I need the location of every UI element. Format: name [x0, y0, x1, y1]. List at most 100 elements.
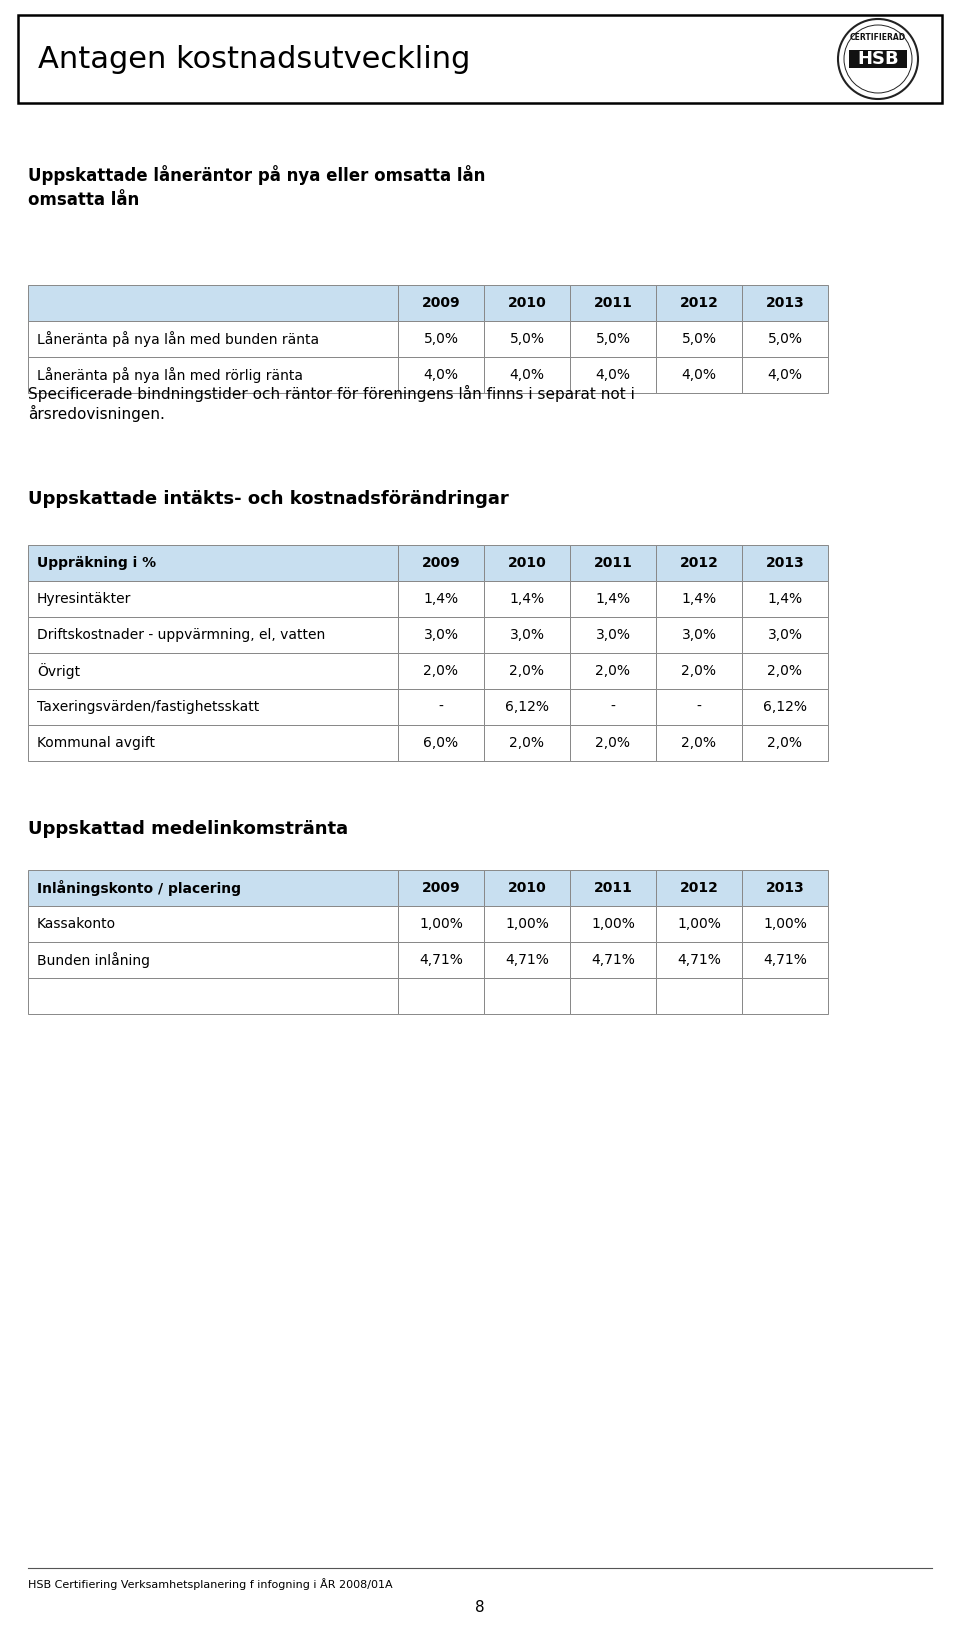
Bar — [28, 545, 398, 581]
Bar — [570, 581, 656, 617]
Text: 2012: 2012 — [680, 880, 718, 895]
Text: 2009: 2009 — [421, 296, 460, 311]
Bar — [28, 870, 398, 906]
Bar — [656, 652, 742, 688]
Bar — [742, 726, 828, 761]
Text: 5,0%: 5,0% — [767, 332, 803, 347]
Text: 2012: 2012 — [680, 556, 718, 569]
Bar — [742, 906, 828, 942]
Bar — [742, 688, 828, 726]
Text: 4,0%: 4,0% — [682, 368, 716, 382]
Bar — [398, 978, 484, 1014]
Bar — [570, 321, 656, 356]
Text: 2,0%: 2,0% — [423, 664, 459, 678]
Text: 1,00%: 1,00% — [505, 918, 549, 931]
Bar — [484, 942, 570, 978]
Text: 4,71%: 4,71% — [677, 953, 721, 966]
Text: 2,0%: 2,0% — [510, 664, 544, 678]
Bar — [484, 870, 570, 906]
Bar — [18, 15, 942, 103]
Text: 3,0%: 3,0% — [510, 628, 544, 643]
Bar — [742, 581, 828, 617]
Bar — [656, 321, 742, 356]
Text: Låneränta på nya lån med rörlig ränta: Låneränta på nya lån med rörlig ränta — [37, 368, 303, 382]
Text: 4,0%: 4,0% — [767, 368, 803, 382]
Text: Uppskattad medelinkomstränta: Uppskattad medelinkomstränta — [28, 820, 348, 838]
Bar — [398, 906, 484, 942]
Text: 2011: 2011 — [593, 880, 633, 895]
Bar — [28, 285, 398, 321]
Bar — [484, 545, 570, 581]
Text: 8: 8 — [475, 1601, 485, 1616]
Bar — [28, 652, 398, 688]
Bar — [398, 726, 484, 761]
Text: 2009: 2009 — [421, 880, 460, 895]
Bar — [570, 545, 656, 581]
Bar — [398, 285, 484, 321]
Bar — [656, 978, 742, 1014]
Bar — [28, 321, 398, 356]
Text: 3,0%: 3,0% — [423, 628, 459, 643]
Bar — [484, 617, 570, 652]
Text: 5,0%: 5,0% — [682, 332, 716, 347]
Text: 6,12%: 6,12% — [763, 700, 807, 714]
Bar — [656, 545, 742, 581]
Bar — [742, 870, 828, 906]
Text: 2,0%: 2,0% — [682, 664, 716, 678]
Bar — [570, 978, 656, 1014]
Text: Låneränta på nya lån med bunden ränta: Låneränta på nya lån med bunden ränta — [37, 330, 319, 347]
Bar — [570, 726, 656, 761]
Bar — [28, 942, 398, 978]
Bar — [656, 356, 742, 394]
Text: HSB Certifiering Verksamhetsplanering f infogning i ÅR 2008/01A: HSB Certifiering Verksamhetsplanering f … — [28, 1578, 393, 1590]
Bar — [742, 942, 828, 978]
Bar — [398, 581, 484, 617]
Text: 1,00%: 1,00% — [677, 918, 721, 931]
Bar — [849, 50, 907, 68]
Text: Hyresintäkter: Hyresintäkter — [37, 592, 132, 605]
Bar — [656, 581, 742, 617]
Text: 2,0%: 2,0% — [510, 735, 544, 750]
Bar — [398, 617, 484, 652]
Bar — [28, 906, 398, 942]
Bar — [742, 617, 828, 652]
Bar — [656, 285, 742, 321]
Text: 1,4%: 1,4% — [423, 592, 459, 605]
Text: 3,0%: 3,0% — [595, 628, 631, 643]
Bar — [484, 978, 570, 1014]
Text: 3,0%: 3,0% — [682, 628, 716, 643]
Bar — [570, 356, 656, 394]
Bar — [656, 617, 742, 652]
Bar — [570, 906, 656, 942]
Text: 2013: 2013 — [766, 296, 804, 311]
Bar — [484, 321, 570, 356]
Bar — [398, 870, 484, 906]
Bar — [656, 942, 742, 978]
Text: 5,0%: 5,0% — [595, 332, 631, 347]
Text: 3,0%: 3,0% — [767, 628, 803, 643]
Text: 2013: 2013 — [766, 556, 804, 569]
Text: 2013: 2013 — [766, 880, 804, 895]
Text: Kommunal avgift: Kommunal avgift — [37, 735, 155, 750]
Bar — [28, 726, 398, 761]
Bar — [484, 356, 570, 394]
Text: 4,0%: 4,0% — [510, 368, 544, 382]
Bar — [570, 942, 656, 978]
Bar — [28, 688, 398, 726]
Text: 2,0%: 2,0% — [595, 664, 631, 678]
Bar — [656, 688, 742, 726]
Bar — [484, 906, 570, 942]
Bar — [656, 906, 742, 942]
Text: Uppskattade låneräntor på nya eller omsatta lån
omsatta lån: Uppskattade låneräntor på nya eller omsa… — [28, 164, 486, 210]
Text: Specificerade bindningstider och räntor för föreningens lån finns i separat not : Specificerade bindningstider och räntor … — [28, 386, 635, 402]
Text: 4,71%: 4,71% — [763, 953, 807, 966]
Text: 2009: 2009 — [421, 556, 460, 569]
Text: 5,0%: 5,0% — [423, 332, 459, 347]
Text: HSB: HSB — [857, 50, 899, 68]
Bar — [398, 942, 484, 978]
Bar — [28, 581, 398, 617]
Bar — [656, 870, 742, 906]
Text: 2011: 2011 — [593, 296, 633, 311]
Bar — [742, 321, 828, 356]
Text: 2,0%: 2,0% — [595, 735, 631, 750]
